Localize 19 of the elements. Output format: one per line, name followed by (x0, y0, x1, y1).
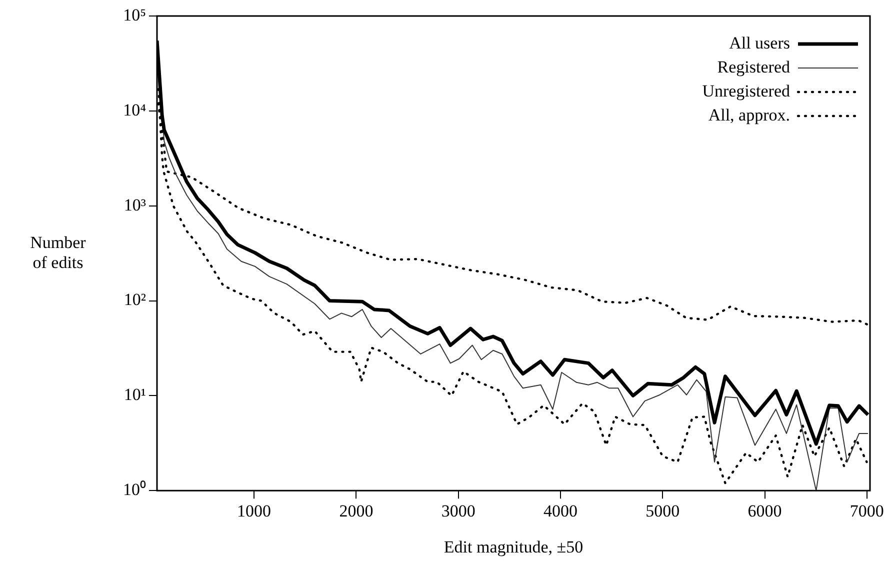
x-axis-title: Edit magnitude, ±50 (444, 537, 584, 556)
y-tick-label: 10¹ (124, 385, 146, 404)
y-tick-label: 10⁴ (123, 100, 146, 120)
x-tick-label: 4000 (543, 501, 578, 520)
x-tick-label: 2000 (339, 501, 374, 520)
legend-label: Registered (717, 57, 790, 76)
y-tick-label: 10² (124, 290, 146, 310)
x-tick-label: 6000 (748, 501, 782, 520)
y-tick-label: 10⁵ (123, 5, 146, 24)
legend-label: All users (729, 33, 790, 52)
x-tick-label: 5000 (646, 501, 680, 520)
y-tick-label: 10⁰ (123, 480, 146, 500)
y-axis-title: Number of edits (30, 232, 86, 272)
x-tick-label: 3000 (441, 501, 476, 520)
y-tick-label: 10³ (124, 195, 146, 214)
x-tick-label: 7000 (850, 501, 884, 520)
legend-label: Unregistered (702, 81, 790, 100)
x-tick-label: 1000 (237, 501, 272, 520)
legend-label: All, approx. (708, 105, 790, 124)
